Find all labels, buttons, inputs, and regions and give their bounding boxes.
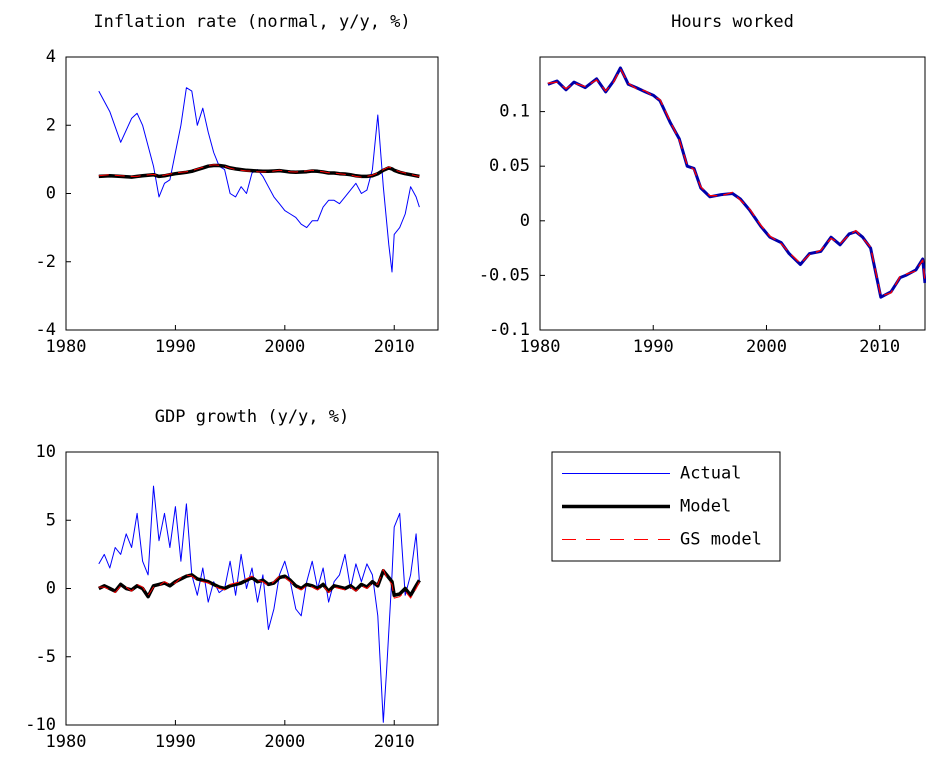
y-tick-label: 2: [46, 115, 56, 135]
legend-label: Model: [680, 497, 731, 517]
y-tick-label: 0: [46, 184, 56, 204]
x-tick-label: 1980: [46, 337, 87, 357]
plot-area: [65, 451, 439, 726]
series-line: [98, 568, 420, 599]
chart-title: GDP growth (y/y, %): [155, 407, 349, 427]
y-tick-label: -0.05: [479, 265, 530, 285]
series-line: [98, 569, 421, 599]
x-tick-label: 2000: [264, 337, 305, 357]
series-line: [547, 68, 926, 297]
series-line: [98, 485, 420, 723]
series-line: [98, 87, 420, 273]
x-tick-label: 2000: [746, 337, 787, 357]
x-tick-label: 2000: [264, 732, 305, 752]
chart-title: Hours worked: [671, 12, 794, 32]
y-tick-label: -10: [25, 715, 56, 735]
y-tick-label: -5: [36, 647, 56, 667]
y-tick-label: -4: [36, 320, 56, 340]
y-tick-label: 0: [46, 579, 56, 599]
y-tick-label: 0: [520, 211, 530, 231]
y-tick-label: 5: [46, 510, 56, 530]
x-tick-label: 1980: [46, 732, 87, 752]
x-tick-label: 2010: [374, 337, 415, 357]
y-tick-label: 4: [46, 47, 56, 67]
y-tick-label: 0.1: [499, 102, 530, 122]
x-tick-label: 1990: [155, 337, 196, 357]
legend-label: Actual: [680, 463, 741, 483]
x-tick-label: 1990: [155, 732, 196, 752]
x-tick-label: 2010: [374, 732, 415, 752]
x-tick-label: 2010: [859, 337, 900, 357]
legend-label: GS model: [680, 530, 762, 550]
y-tick-label: -0.1: [489, 320, 530, 340]
y-tick-label: 0.05: [489, 156, 530, 176]
y-tick-label: 10: [36, 442, 56, 462]
y-tick-label: -2: [36, 252, 56, 272]
plot-area: [65, 56, 439, 331]
chart-title: Inflation rate (normal, y/y, %): [93, 12, 410, 32]
x-tick-label: 1990: [633, 337, 674, 357]
x-tick-label: 1980: [520, 337, 561, 357]
series-line: [98, 164, 420, 178]
